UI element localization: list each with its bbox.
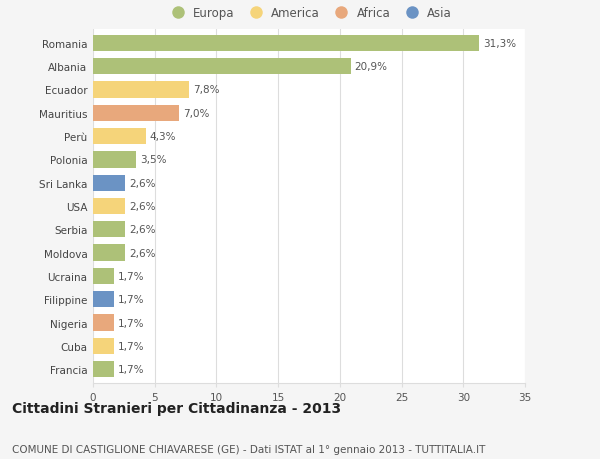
- Text: 3,5%: 3,5%: [140, 155, 166, 165]
- Bar: [93, 152, 136, 168]
- Bar: [93, 315, 114, 331]
- Text: 2,6%: 2,6%: [129, 178, 155, 188]
- Bar: [93, 338, 114, 354]
- Text: 7,8%: 7,8%: [193, 85, 220, 95]
- Bar: [93, 59, 351, 75]
- Text: 4,3%: 4,3%: [150, 132, 176, 142]
- Text: 7,0%: 7,0%: [183, 108, 209, 118]
- Bar: [93, 245, 125, 261]
- Bar: [93, 268, 114, 285]
- Text: 1,7%: 1,7%: [118, 318, 144, 328]
- Text: 1,7%: 1,7%: [118, 364, 144, 374]
- Text: 2,6%: 2,6%: [129, 202, 155, 212]
- Bar: [93, 106, 179, 122]
- Text: 1,7%: 1,7%: [118, 271, 144, 281]
- Text: COMUNE DI CASTIGLIONE CHIAVARESE (GE) - Dati ISTAT al 1° gennaio 2013 - TUTTITAL: COMUNE DI CASTIGLIONE CHIAVARESE (GE) - …: [12, 444, 485, 454]
- Text: 20,9%: 20,9%: [355, 62, 388, 72]
- Bar: [93, 175, 125, 191]
- Bar: [93, 129, 146, 145]
- Bar: [93, 82, 189, 98]
- Bar: [93, 36, 479, 52]
- Text: 2,6%: 2,6%: [129, 225, 155, 235]
- Text: 31,3%: 31,3%: [483, 39, 516, 49]
- Bar: [93, 361, 114, 377]
- Bar: [93, 222, 125, 238]
- Text: 1,7%: 1,7%: [118, 341, 144, 351]
- Text: 2,6%: 2,6%: [129, 248, 155, 258]
- Bar: [93, 291, 114, 308]
- Legend: Europa, America, Africa, Asia: Europa, America, Africa, Asia: [166, 7, 452, 20]
- Text: Cittadini Stranieri per Cittadinanza - 2013: Cittadini Stranieri per Cittadinanza - 2…: [12, 402, 341, 415]
- Bar: [93, 198, 125, 215]
- Text: 1,7%: 1,7%: [118, 295, 144, 305]
